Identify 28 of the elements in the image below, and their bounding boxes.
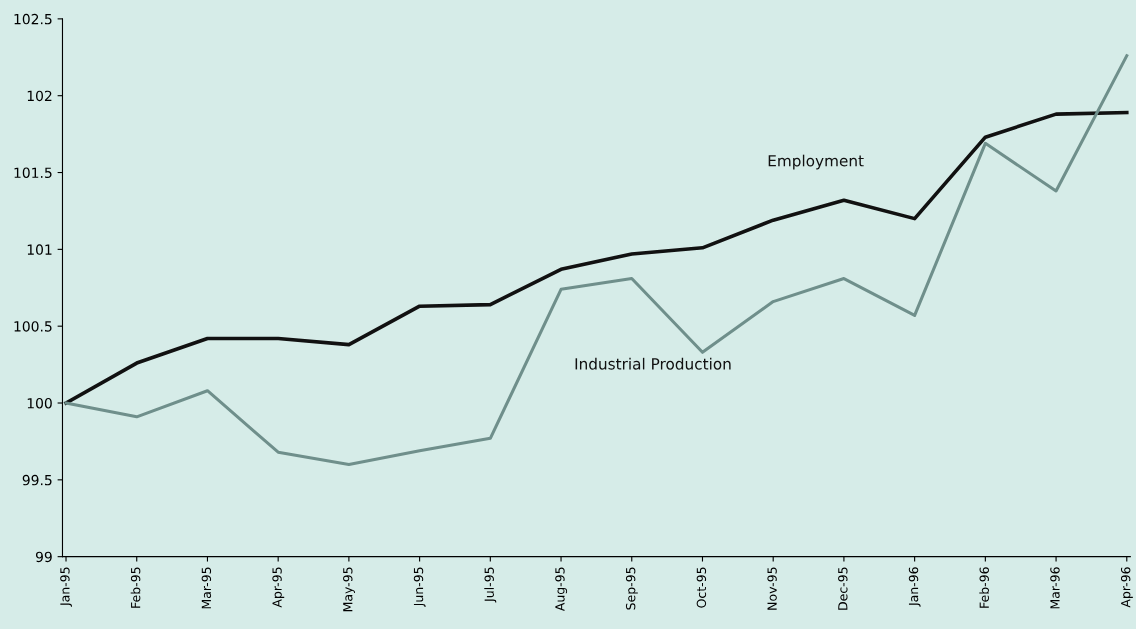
x-tick-label: Aug-95 bbox=[555, 567, 568, 612]
series-label: Industrial Production bbox=[575, 357, 731, 370]
y-tick-label: 100 bbox=[27, 397, 52, 409]
text: Employment bbox=[768, 154, 864, 170]
x-tick-label: Jul-95 bbox=[484, 567, 497, 603]
x-tick-label: Jan-96 bbox=[908, 567, 921, 607]
x-tick-label: Apr-95 bbox=[272, 567, 285, 608]
x-tick-label: Mar-95 bbox=[201, 567, 212, 609]
x-tick-label: Apr-96 bbox=[1120, 567, 1133, 608]
x-tick-label: Feb-96 bbox=[979, 567, 989, 608]
x-tick-label: Dec-95 bbox=[838, 567, 848, 610]
x-tick-label: May-95 bbox=[343, 567, 355, 612]
y-tick-label: 102 bbox=[27, 90, 52, 102]
line-series bbox=[64, 54, 1129, 466]
x-tick-label: Oct-95 bbox=[696, 567, 707, 608]
y-tick-label: 101.5 bbox=[14, 167, 52, 178]
x-tick-label: Jan-95 bbox=[60, 567, 72, 607]
y-tick-label: 99 bbox=[35, 551, 52, 563]
x-tick-label: Feb-95 bbox=[130, 567, 141, 608]
y-tick-label: 102.5 bbox=[14, 13, 52, 25]
line-series bbox=[64, 110, 1129, 405]
x-tick-label: Sep-95 bbox=[625, 567, 638, 610]
y-tick-label: 100.5 bbox=[14, 321, 52, 332]
y-tick-label: 99.5 bbox=[22, 474, 52, 486]
y-tick-label: 101 bbox=[27, 244, 52, 255]
x-tick-label: Mar-96 bbox=[1050, 567, 1060, 609]
x-tick-label: Nov-95 bbox=[767, 567, 777, 610]
x-tick-label: Jun-95 bbox=[413, 567, 426, 607]
